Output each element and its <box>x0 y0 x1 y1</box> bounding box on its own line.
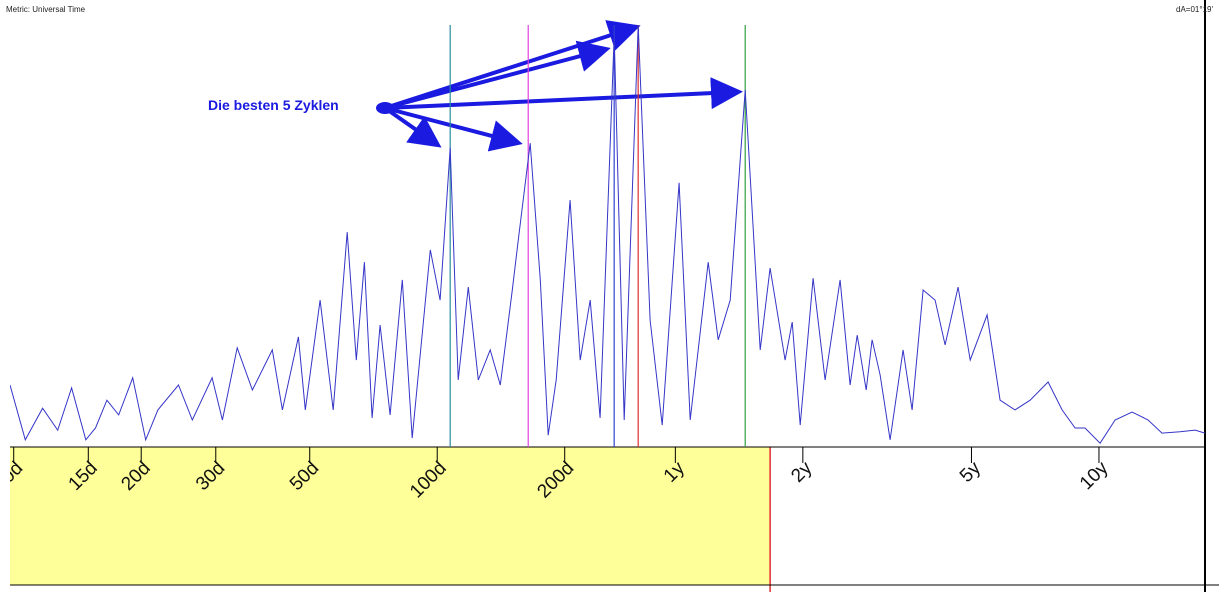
annotation-dot <box>376 102 394 114</box>
annotation: Die besten 5 Zyklen <box>208 97 339 113</box>
corner-label: dA=01°19' <box>1176 5 1213 14</box>
x-tick-label: 2y <box>787 457 816 486</box>
background <box>10 0 1219 592</box>
x-tick-label: 10y <box>1076 457 1113 494</box>
highlight-region <box>10 447 771 585</box>
annotation-arrows <box>383 20 743 152</box>
spectrum-line <box>10 24 1205 444</box>
x-tick-label: 5y <box>956 457 985 486</box>
header: Metric: Universal Time <box>6 5 86 14</box>
